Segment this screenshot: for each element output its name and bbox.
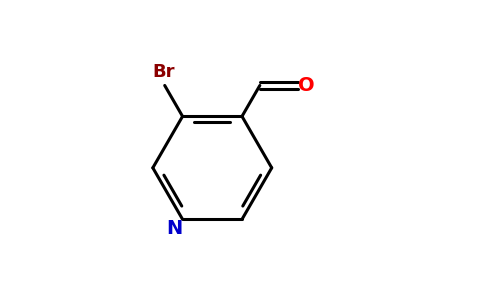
Text: O: O bbox=[298, 76, 314, 95]
Text: Br: Br bbox=[152, 63, 175, 81]
Text: N: N bbox=[166, 219, 182, 238]
